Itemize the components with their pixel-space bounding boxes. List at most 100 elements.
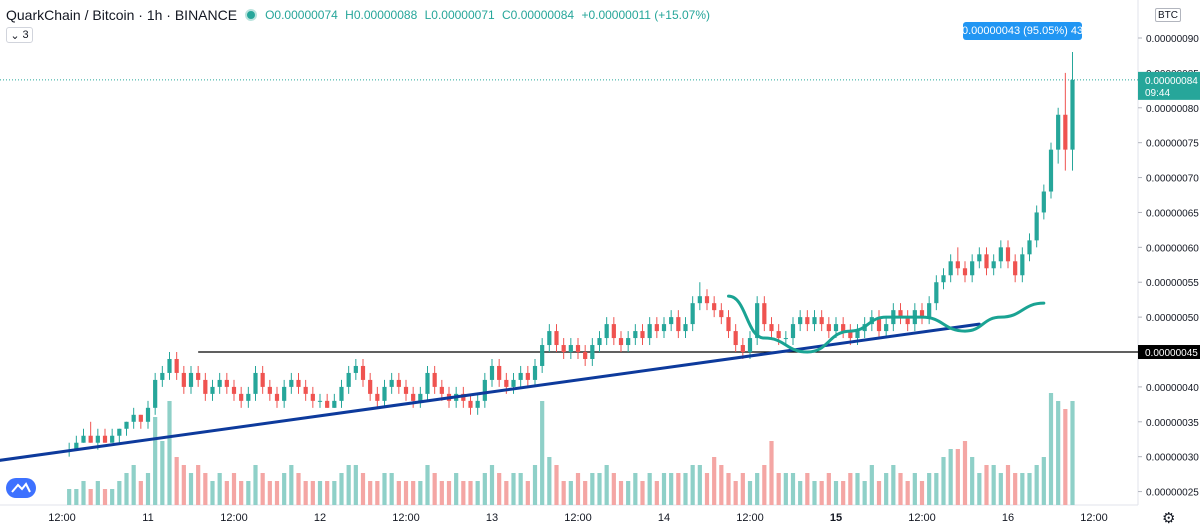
eye-dot-icon[interactable] — [245, 9, 258, 21]
volume-bar — [167, 401, 172, 505]
candle-body — [540, 345, 545, 366]
candle-body — [1034, 212, 1039, 241]
price-tick-label: 0.00000035 — [1146, 418, 1199, 429]
candle-body — [375, 393, 380, 401]
candle-body — [955, 261, 960, 269]
candle-body — [941, 275, 946, 283]
volume-bar — [776, 473, 781, 505]
time-tick-label: 12:00 — [736, 512, 764, 524]
candle-body — [102, 435, 108, 443]
volume-bar — [174, 457, 179, 505]
candle-body — [826, 324, 831, 332]
currency-badge[interactable]: BTC — [1155, 8, 1181, 22]
volume-bar — [375, 481, 380, 505]
volume-bar — [991, 465, 996, 505]
candle-body — [124, 421, 129, 429]
price-tick-label: 0.00000055 — [1146, 278, 1199, 289]
volume-bar — [905, 481, 910, 505]
last-price-value: 0.00000084 — [1145, 76, 1198, 87]
price-tick-label: 0.00000050 — [1146, 313, 1199, 324]
candle-body — [411, 393, 416, 401]
volume-bar — [1027, 473, 1032, 505]
volume-bar — [884, 473, 889, 505]
candle-body — [812, 317, 817, 325]
volume-bar — [812, 481, 817, 505]
volume-bar — [468, 481, 473, 505]
volume-bar — [1020, 473, 1025, 505]
volume-bar — [633, 473, 638, 505]
candle-body — [905, 317, 910, 325]
time-tick-label: 12:00 — [908, 512, 936, 524]
volume-bar — [289, 465, 294, 505]
candle-body — [848, 331, 853, 339]
candle-body — [160, 372, 165, 380]
candle-body — [303, 386, 308, 394]
candle-body — [389, 379, 394, 387]
volume-bar — [575, 473, 581, 505]
candle-body — [325, 400, 330, 408]
candle-body — [647, 324, 652, 339]
candle-body — [783, 338, 788, 340]
candle-body — [332, 400, 337, 408]
candle-body — [618, 338, 624, 346]
volume-bar — [153, 417, 158, 505]
price-tick-label: 0.00000075 — [1146, 139, 1199, 150]
volume-bar — [389, 473, 394, 505]
volume-bar — [977, 473, 982, 505]
price-tick-label: 0.00000090 — [1146, 34, 1199, 45]
volume-bar — [848, 473, 853, 505]
candle-body — [769, 324, 774, 332]
volume-bar — [446, 481, 452, 505]
volume-bar — [411, 481, 416, 505]
volume-bar — [683, 473, 688, 505]
volume-bar — [561, 481, 566, 505]
volume-bar — [95, 481, 100, 505]
candle-body — [934, 282, 939, 304]
candle-body — [991, 261, 996, 269]
volume-bar — [325, 481, 330, 505]
volume-bar — [110, 489, 115, 505]
volume-bar — [1070, 401, 1075, 505]
volume-bar — [891, 465, 896, 505]
volume-bar — [769, 441, 774, 505]
volume-bar — [962, 441, 968, 505]
indicators-toggle-button[interactable]: ⌄ 3 — [6, 27, 33, 43]
volume-bar — [203, 473, 208, 505]
volume-bar — [934, 473, 939, 505]
candle-body — [747, 338, 753, 353]
low-value: L0.00000071 — [424, 8, 495, 22]
volume-bar — [497, 473, 502, 505]
candle-body — [633, 331, 638, 339]
time-tick-label: 14 — [658, 512, 670, 524]
volume-bar — [418, 481, 423, 505]
candle-body — [855, 331, 860, 339]
volume-bar — [339, 473, 344, 505]
candle-body — [260, 372, 265, 387]
open-value: O0.00000074 — [265, 8, 338, 22]
candle-body — [776, 331, 781, 339]
price-tick-label: 0.00000060 — [1146, 243, 1199, 254]
volume-bar — [1034, 465, 1039, 505]
price-tick-label: 0.00000030 — [1146, 453, 1199, 464]
volume-bar — [1048, 393, 1054, 505]
volume-bar — [217, 473, 222, 505]
tradingview-logo-icon[interactable] — [6, 478, 36, 498]
volume-bar — [489, 465, 495, 505]
gear-icon[interactable]: ⚙ — [1162, 510, 1176, 527]
volume-bar — [439, 481, 444, 505]
candle-body — [1056, 114, 1061, 150]
volume-bar — [554, 465, 559, 505]
candle-body — [654, 324, 659, 332]
volume-bar — [941, 457, 946, 505]
volume-bar — [970, 457, 975, 505]
candle-body — [110, 435, 115, 443]
symbol-title[interactable]: QuarkChain / Bitcoin · 1h · BINANCE — [6, 7, 238, 23]
time-tick-label: 12:00 — [392, 512, 420, 524]
volume-bar — [425, 465, 430, 505]
candle-body — [919, 310, 925, 318]
volume-bar — [532, 465, 538, 505]
time-tick-label: 12 — [314, 512, 326, 524]
candle-body — [224, 379, 229, 387]
candle-body — [239, 393, 244, 401]
